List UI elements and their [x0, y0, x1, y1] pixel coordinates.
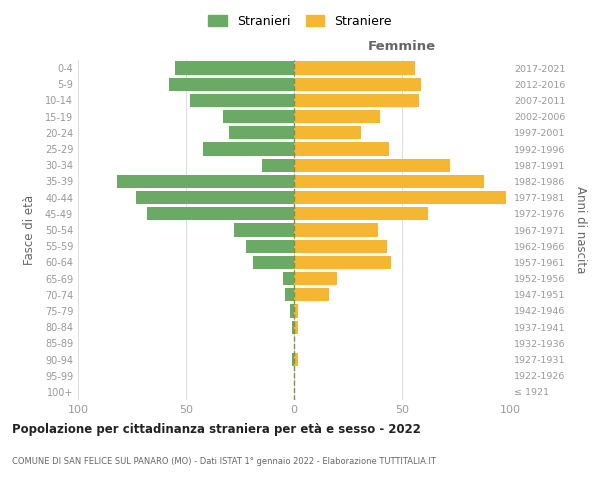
- Bar: [117, 175, 294, 188]
- Bar: [262, 158, 294, 172]
- Bar: [203, 142, 294, 156]
- Bar: [229, 126, 294, 140]
- Bar: [292, 353, 294, 366]
- Bar: [294, 94, 419, 107]
- Y-axis label: Anni di nascita: Anni di nascita: [574, 186, 587, 274]
- Bar: [247, 240, 294, 253]
- Bar: [294, 224, 378, 236]
- Bar: [253, 256, 294, 269]
- Bar: [294, 272, 337, 285]
- Bar: [294, 126, 361, 140]
- Bar: [294, 110, 380, 124]
- Bar: [294, 353, 298, 366]
- Bar: [190, 94, 294, 107]
- Bar: [286, 288, 294, 302]
- Bar: [223, 110, 294, 124]
- Bar: [233, 224, 294, 236]
- Bar: [294, 240, 387, 253]
- Bar: [294, 256, 391, 269]
- Bar: [294, 207, 428, 220]
- Legend: Stranieri, Straniere: Stranieri, Straniere: [205, 11, 395, 32]
- Bar: [294, 158, 449, 172]
- Bar: [294, 62, 415, 74]
- Bar: [294, 288, 329, 302]
- Bar: [294, 142, 389, 156]
- Bar: [294, 175, 484, 188]
- Bar: [294, 78, 421, 91]
- Bar: [147, 207, 294, 220]
- Bar: [294, 191, 506, 204]
- Bar: [283, 272, 294, 285]
- Text: COMUNE DI SAN FELICE SUL PANARO (MO) - Dati ISTAT 1° gennaio 2022 - Elaborazione: COMUNE DI SAN FELICE SUL PANARO (MO) - D…: [12, 458, 436, 466]
- Bar: [136, 191, 294, 204]
- Bar: [294, 304, 298, 318]
- Text: Femmine: Femmine: [368, 40, 436, 53]
- Bar: [169, 78, 294, 91]
- Bar: [175, 62, 294, 74]
- Bar: [290, 304, 294, 318]
- Bar: [294, 320, 298, 334]
- Bar: [292, 320, 294, 334]
- Y-axis label: Fasce di età: Fasce di età: [23, 195, 37, 265]
- Text: Popolazione per cittadinanza straniera per età e sesso - 2022: Popolazione per cittadinanza straniera p…: [12, 422, 421, 436]
